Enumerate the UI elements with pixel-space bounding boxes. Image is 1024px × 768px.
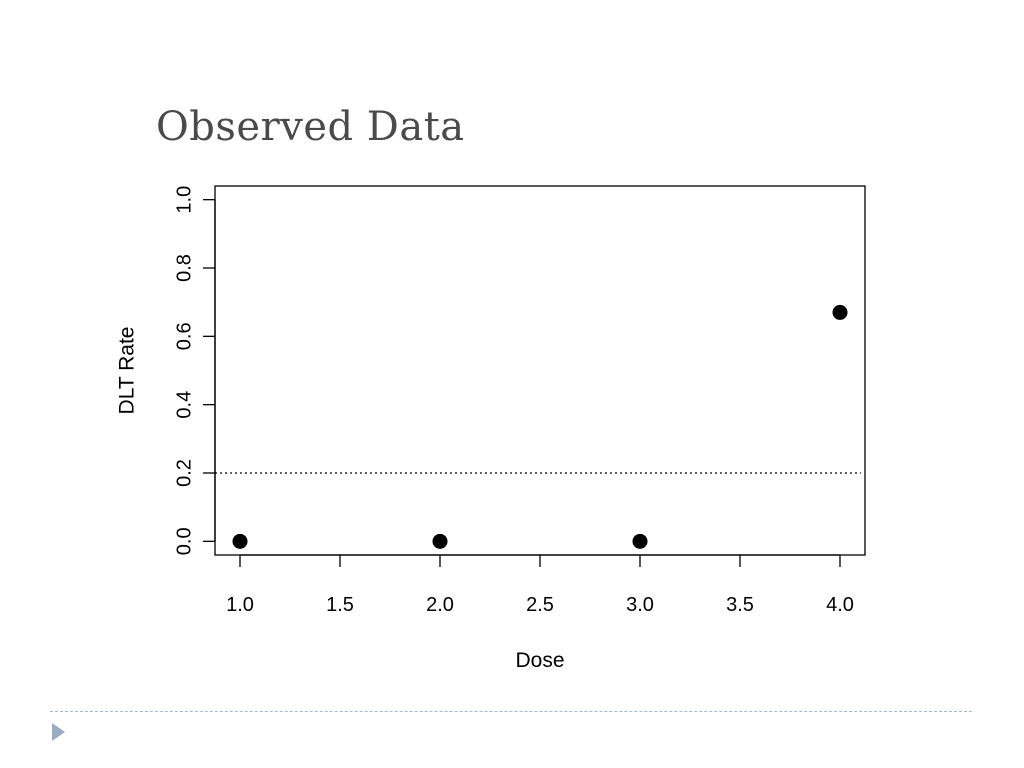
y-tick-label: 0.2 [173, 459, 195, 487]
data-point [232, 533, 248, 549]
x-tick-label: 1.0 [226, 594, 254, 616]
y-tick-label: 0.8 [173, 254, 195, 282]
y-tick-label: 0.0 [173, 527, 195, 555]
x-tick-label: 2.0 [426, 594, 454, 616]
data-point [432, 533, 448, 549]
x-tick-label: 2.5 [526, 594, 554, 616]
y-axis-label: DLT Rate [116, 327, 139, 415]
x-tick-label: 3.0 [626, 594, 654, 616]
x-tick-label: 3.5 [726, 594, 754, 616]
data-point [832, 304, 848, 320]
x-axis-label: Dose [515, 649, 564, 672]
footer-divider [50, 711, 972, 712]
x-tick-label: 4.0 [826, 594, 854, 616]
x-tick-label: 1.5 [326, 594, 354, 616]
y-tick-label: 0.6 [173, 322, 195, 350]
slide-title: Observed Data [156, 104, 465, 150]
data-point [632, 533, 648, 549]
triangle-bullet-icon [52, 723, 65, 741]
y-tick-label: 0.4 [173, 391, 195, 419]
plot-frame [214, 185, 866, 556]
y-tick-label: 1.0 [173, 186, 195, 214]
